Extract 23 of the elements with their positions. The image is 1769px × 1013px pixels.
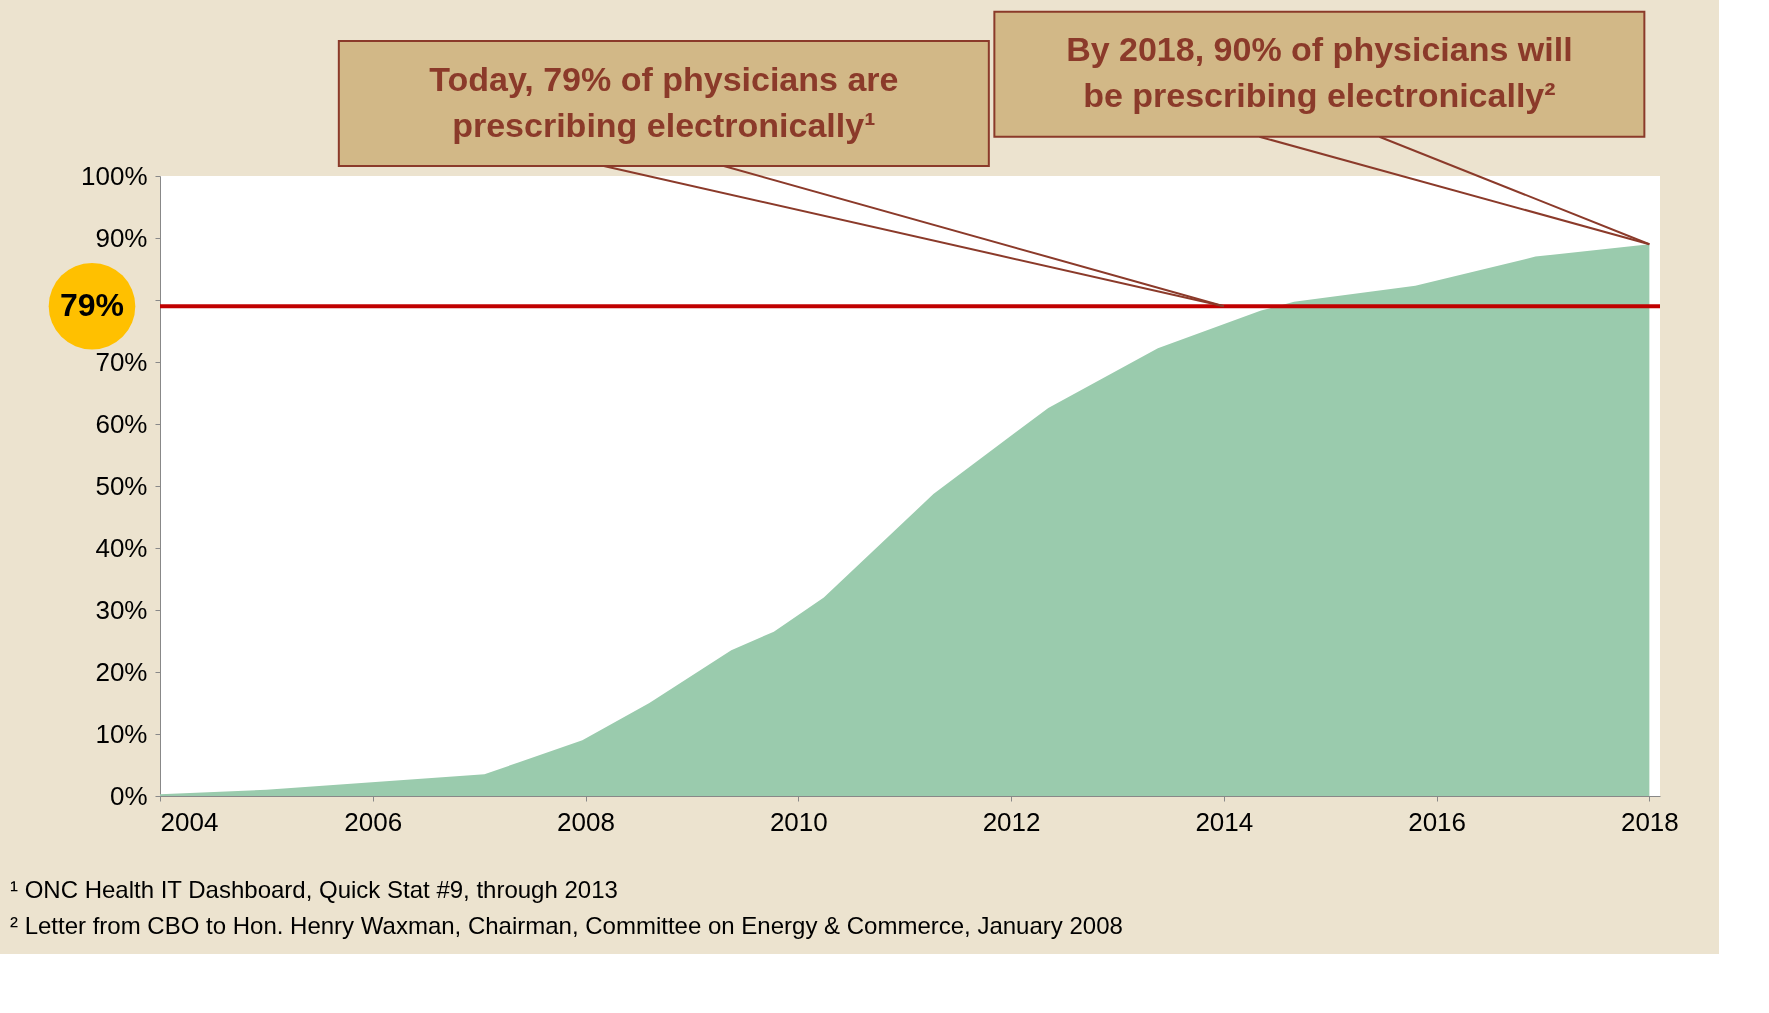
y-tick-label: 90% bbox=[95, 222, 148, 253]
y-tick-label: 20% bbox=[95, 656, 148, 687]
annotation: By 2018, 90% of physicians will be prescribing electronically² bbox=[1066, 30, 1573, 115]
x-tick-label: 2008 bbox=[557, 806, 615, 837]
y-tick-label: 70% bbox=[95, 346, 148, 377]
y-tick-label: 0% bbox=[109, 780, 148, 811]
ref-line-label: 79% bbox=[59, 287, 125, 324]
y-tick-label: 50% bbox=[95, 470, 148, 501]
x-tick-label: 2016 bbox=[1408, 806, 1467, 837]
text: ¹ ONC Health IT Dashboard, Quick Stat #9, through 2013 bbox=[10, 876, 618, 903]
y-tick-label: 30% bbox=[95, 594, 148, 625]
x-tick-label: 2010 bbox=[769, 806, 828, 837]
annotation: Today, 79% of physicians are prescribing electronically¹ bbox=[429, 59, 899, 144]
y-tick-label: 60% bbox=[95, 408, 148, 439]
text: ² Letter from CBO to Hon. Henry Waxman, Chairman, Committee on Energy & Commerce, January 2008 bbox=[10, 912, 1123, 939]
x-tick-label: 2018 bbox=[1620, 806, 1679, 837]
x-tick-label: 2004 bbox=[160, 806, 219, 837]
y-tick-label: 100% bbox=[81, 160, 148, 191]
x-tick-label: 2014 bbox=[1195, 806, 1254, 837]
y-tick-label: 10% bbox=[95, 718, 148, 749]
y-tick-label: 40% bbox=[95, 532, 148, 563]
x-tick-label: 2006 bbox=[344, 806, 403, 837]
x-tick-label: 2012 bbox=[982, 806, 1041, 837]
